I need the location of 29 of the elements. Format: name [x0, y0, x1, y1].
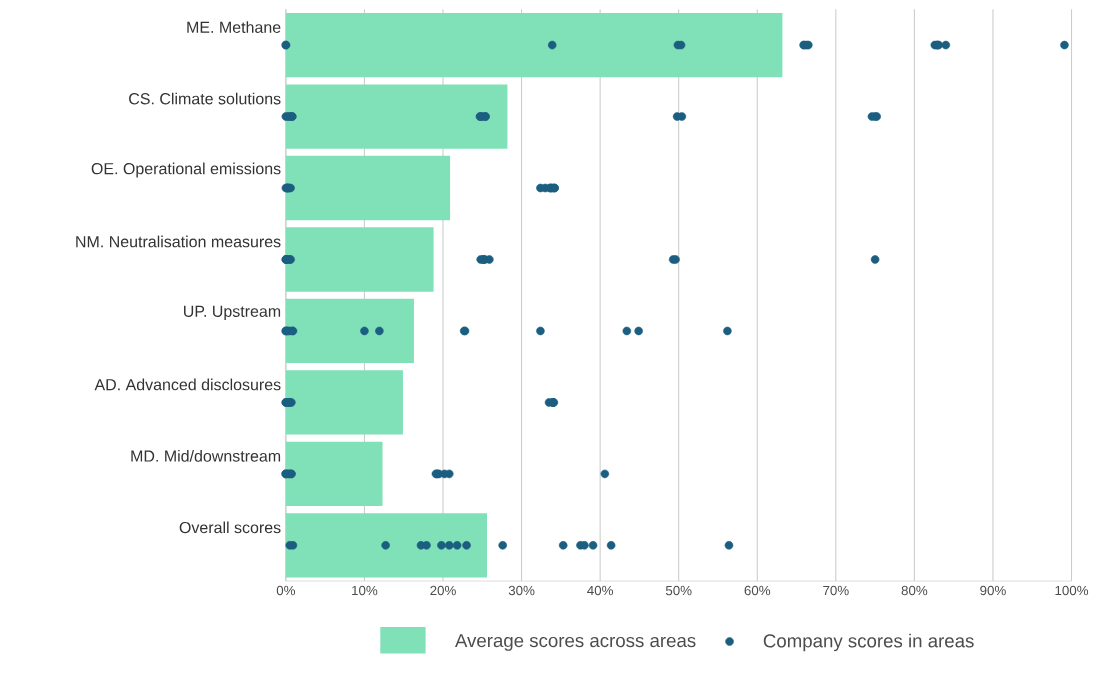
- legend-label: Average scores across areas: [454, 633, 696, 651]
- x-tick-label: 30%: [508, 585, 535, 596]
- bar: [285, 84, 508, 149]
- x-tick-label: 0%: [276, 585, 296, 596]
- x-tick-label: 80%: [901, 585, 928, 596]
- bar: [285, 298, 414, 363]
- x-tick-label: 70%: [823, 585, 849, 596]
- bar: [285, 513, 487, 578]
- x-tick-label: 20%: [430, 585, 456, 596]
- y-tick-label: UP. Upstream: [184, 305, 281, 320]
- y-tick-label: OE. Operational emissions: [91, 162, 281, 178]
- bar: [285, 227, 434, 292]
- x-tick-label: 60%: [744, 585, 771, 596]
- y-tick-label: NM. Neutralisation measures: [76, 235, 281, 248]
- y-tick-label: Overall scores: [179, 521, 281, 534]
- bar: [285, 12, 783, 78]
- x-tick-label: 40%: [587, 585, 613, 596]
- bar: [285, 370, 403, 435]
- y-tick-label: AD. Advanced disclosures: [94, 378, 281, 391]
- x-tick-label: 100%: [1055, 585, 1089, 596]
- y-tick-label: MD. Mid/downstream: [131, 449, 281, 462]
- y-tick-label: ME. Methane: [187, 21, 281, 33]
- x-tick-label: 90%: [980, 585, 1006, 596]
- bar: [285, 155, 451, 220]
- x-tick-label: 50%: [665, 585, 692, 596]
- x-tick-label: 10%: [352, 585, 378, 596]
- y-tick-label: CS. Climate solutions: [129, 92, 281, 105]
- legend-label: Company scores in areas: [763, 633, 974, 651]
- bar: [285, 441, 383, 506]
